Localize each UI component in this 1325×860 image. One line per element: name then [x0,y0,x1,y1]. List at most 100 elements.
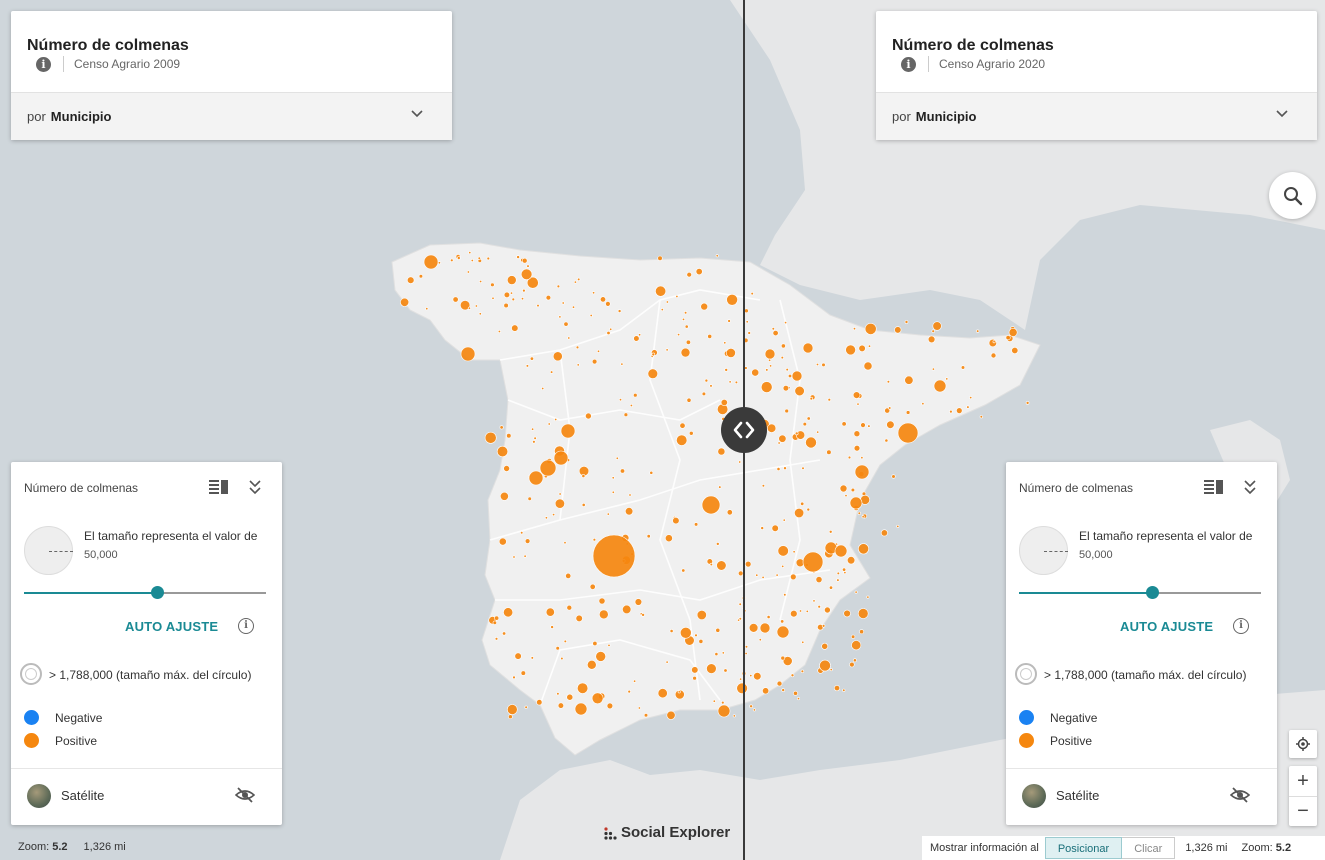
collapse-icon[interactable] [247,478,263,496]
bubble [623,412,629,417]
bubble [701,391,707,397]
bubble [776,680,783,687]
zoom-out-button[interactable]: − [1289,796,1317,826]
zoom-in-button[interactable]: + [1297,769,1309,792]
bubble [581,474,586,478]
bubble [850,487,856,493]
list-view-icon[interactable] [1204,479,1224,495]
bubble [565,572,572,579]
eye-off-icon[interactable] [1230,786,1250,804]
bubble [423,254,439,270]
bubble [776,467,781,471]
bubble [723,341,727,345]
bubble [707,333,713,339]
bubble [530,656,534,660]
auto-adjust-button[interactable]: AUTO AJUSTE [125,619,219,634]
bubble [456,256,461,260]
bubble [750,292,754,296]
eye-off-icon[interactable] [235,786,255,804]
legend-title: Número de colmenas [1019,481,1134,495]
bubble [784,408,789,414]
bubble [745,320,749,324]
bubble [802,342,814,354]
size-slider[interactable] [1019,586,1261,599]
bubble [896,524,900,528]
bubble [839,484,848,493]
bubble [611,490,615,494]
bubble [766,423,777,433]
toggle-position[interactable]: Posicionar [1044,837,1123,859]
bubble [857,543,869,555]
bubble [791,370,803,382]
auto-adjust-button[interactable]: AUTO AJUSTE [1120,619,1214,634]
bubble [888,406,892,410]
bubble [460,346,476,362]
bubble [927,335,936,344]
info-icon[interactable]: i [1233,618,1249,634]
bubble [503,465,510,472]
bubble [853,430,861,438]
max-circle-icon [20,663,42,685]
bubble [598,609,609,620]
bubble [819,659,831,672]
toggle-click[interactable]: Clicar [1122,837,1176,859]
bubble [728,380,732,384]
bubble [592,537,597,542]
info-icon[interactable]: i [238,618,254,634]
bubble [676,434,688,446]
bubble [508,714,513,720]
legend-label: Positive [55,733,98,748]
bubble [761,575,765,579]
brand-name: Social Explorer [621,824,731,841]
bubble [585,412,592,420]
slider-handle[interactable] [1146,586,1160,599]
bubble [794,431,799,436]
search-button[interactable] [1269,172,1316,219]
bubble [771,327,775,331]
zoom-readout: Zoom: 5.2 [1241,842,1292,854]
bubble [646,534,651,539]
bubble [573,280,577,284]
bubble [474,304,478,308]
collapse-icon[interactable] [1242,478,1258,496]
bubble [479,279,483,283]
geo-level-selector[interactable]: por Municipio [11,92,452,140]
bubble [782,385,790,392]
info-icon[interactable]: i [36,56,51,72]
bubble [732,714,736,718]
geo-level-selector[interactable]: por Municipio [876,92,1317,140]
bubble [496,445,509,458]
bubble [806,507,811,512]
bubble [854,590,858,594]
bubble [717,704,731,718]
bubble [665,300,669,304]
bubble [611,476,615,480]
bubble [806,416,811,421]
geo-level: Municipio [50,109,112,124]
bubble [726,509,733,516]
info-icon[interactable]: i [901,56,916,72]
bubble [852,391,861,399]
bubble [558,492,562,496]
bubble [783,593,787,597]
bubble [560,423,576,439]
bubble [628,493,632,497]
locate-button[interactable] [1289,730,1317,758]
bubble [956,407,963,414]
bubble [726,293,738,306]
swipe-handle[interactable] [721,407,767,453]
bubble [783,466,787,471]
slider-handle[interactable] [151,586,165,599]
bubble [828,529,833,534]
bubble [755,573,759,577]
list-view-icon[interactable] [209,479,229,495]
bubble [556,284,561,289]
satellite-thumbnail-icon[interactable] [1022,784,1046,808]
size-slider[interactable] [24,586,266,599]
data-source: Censo Agrario 2009 [74,57,181,71]
bubble [787,373,792,378]
bubble [511,324,519,332]
bubble [418,274,424,279]
satellite-thumbnail-icon[interactable] [27,784,51,808]
bubble [769,364,773,368]
